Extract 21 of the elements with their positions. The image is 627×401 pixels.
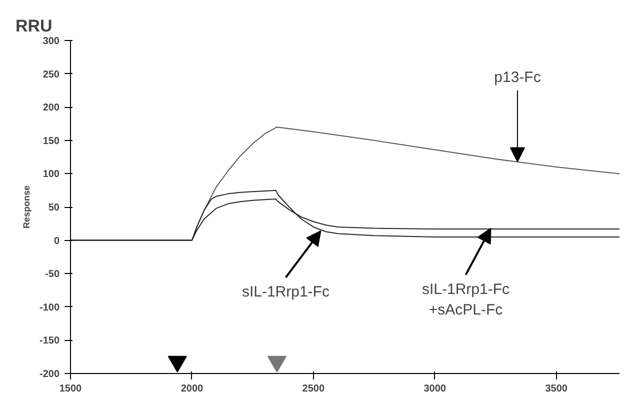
y-tick-label: 50	[48, 202, 60, 214]
x-tick-label: 2500	[302, 384, 325, 394]
x-tick-label: 3000	[424, 384, 446, 394]
annotation: sIL-1Rrp1-Fc +sAcPL-Fc	[422, 280, 510, 318]
y-tick-label: -50	[45, 269, 60, 280]
chart-title: RRU	[16, 16, 52, 36]
y-tick-label: 200	[42, 102, 60, 114]
x-tick-label: 2000	[180, 384, 204, 394]
x-tick-label: 3500	[545, 384, 568, 394]
annotation: p13-Fc	[494, 69, 542, 86]
y-tick-label: 300	[42, 36, 60, 47]
y-tick-label: 0	[54, 236, 60, 247]
y-tick-label: 100	[42, 169, 60, 180]
annotation: sIL-1Rrp1-Fc	[242, 284, 330, 301]
y-tick-label: 150	[42, 136, 60, 147]
x-tick-label: 1500	[59, 384, 82, 394]
y-tick-label: -100	[39, 302, 60, 314]
y-tick-label: -150	[39, 336, 60, 347]
y-tick-label: 250	[42, 69, 60, 80]
y-tick-label: -200	[39, 369, 60, 380]
y-axis-title: Response	[21, 185, 32, 229]
